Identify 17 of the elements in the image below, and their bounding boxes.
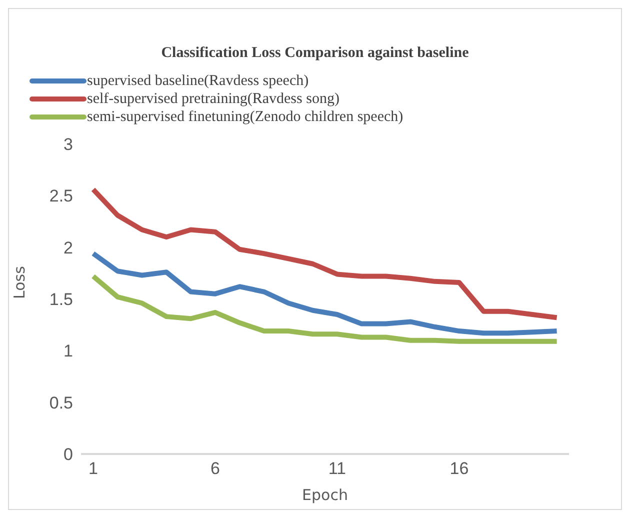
y-tick-label: 3 (64, 135, 73, 154)
legend-label: self-supervised pretraining(Ravdess song) (87, 90, 340, 108)
x-axis-title: Epoch (302, 486, 348, 504)
x-tick-label: 11 (328, 459, 346, 478)
x-tick-label: 6 (210, 459, 220, 478)
y-tick-label: 0.5 (49, 393, 73, 412)
y-tick-label: 0 (64, 445, 73, 464)
y-tick-label: 2.5 (49, 186, 73, 206)
y-tick-label: 1 (64, 342, 73, 361)
legend-label: supervised baseline(Ravdess speech) (87, 72, 309, 90)
y-tick-label: 2 (64, 238, 73, 258)
chart-title: Classification Loss Comparison against baseline (160, 45, 470, 62)
legend-label: semi-supervised finetuning(Zenodo children speech) (87, 108, 404, 126)
y-axis-title: Loss (10, 266, 28, 299)
y-tick-label: 1.5 (49, 290, 73, 310)
x-tick-label: 16 (450, 459, 469, 478)
x-tick-label: 1 (88, 459, 98, 478)
